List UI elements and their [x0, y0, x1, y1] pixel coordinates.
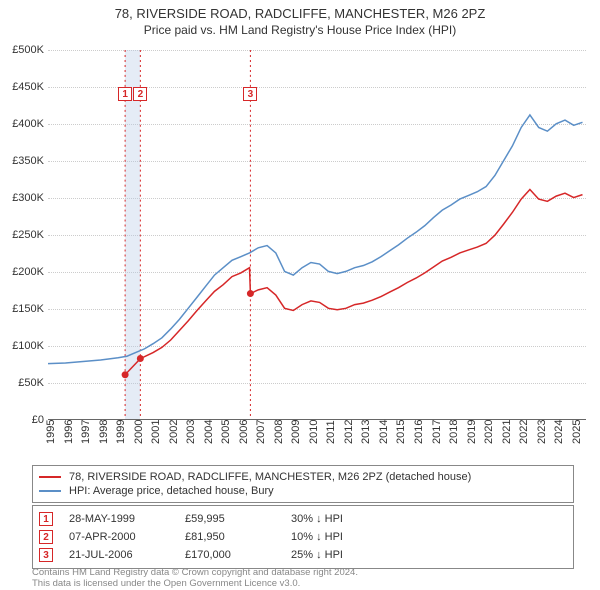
x-tick-label: 2022: [518, 420, 530, 444]
legend-item: 78, RIVERSIDE ROAD, RADCLIFFE, MANCHESTE…: [39, 470, 567, 484]
event-marker-3: 3: [243, 87, 257, 101]
x-tick-label: 2005: [220, 420, 232, 444]
event-relative: 10% ↓ HPI: [291, 531, 567, 543]
event-num-box: 1: [39, 512, 53, 526]
x-tick-label: 2010: [308, 420, 320, 444]
x-tick-label: 1998: [98, 420, 110, 444]
y-tick-label: £200K: [12, 266, 44, 278]
y-tick-label: £250K: [12, 229, 44, 241]
chart-svg: [48, 50, 586, 419]
x-tick-label: 2009: [290, 420, 302, 444]
x-tick-label: 2006: [238, 420, 250, 444]
x-tick-label: 2001: [150, 420, 162, 444]
event-row: 1 28-MAY-1999 £59,995 30% ↓ HPI: [39, 510, 567, 528]
chart-subtitle: Price paid vs. HM Land Registry's House …: [8, 23, 592, 37]
sale-point: [137, 355, 144, 362]
chart-title: 78, RIVERSIDE ROAD, RADCLIFFE, MANCHESTE…: [8, 6, 592, 21]
y-tick-label: £100K: [12, 340, 44, 352]
series-line-price: [125, 190, 582, 375]
x-tick-label: 2017: [431, 420, 443, 444]
legend-label: HPI: Average price, detached house, Bury: [69, 485, 274, 497]
x-tick-label: 2018: [448, 420, 460, 444]
sale-point: [247, 290, 254, 297]
event-date: 21-JUL-2006: [69, 549, 169, 561]
x-tick-label: 2012: [343, 420, 355, 444]
legend-item: HPI: Average price, detached house, Bury: [39, 484, 567, 498]
legend-label: 78, RIVERSIDE ROAD, RADCLIFFE, MANCHESTE…: [69, 471, 471, 483]
x-tick-label: 2014: [378, 420, 390, 444]
x-tick-label: 2019: [466, 420, 478, 444]
event-num-box: 3: [39, 548, 53, 562]
x-tick-label: 2011: [325, 420, 337, 444]
footer-line1: Contains HM Land Registry data © Crown c…: [32, 567, 358, 578]
x-tick-label: 2020: [483, 420, 495, 444]
x-tick-label: 1999: [115, 420, 127, 444]
y-tick-label: £450K: [12, 81, 44, 93]
event-price: £170,000: [185, 549, 275, 561]
y-tick-label: £50K: [18, 377, 44, 389]
legend: 78, RIVERSIDE ROAD, RADCLIFFE, MANCHESTE…: [32, 465, 574, 503]
x-tick-label: 2004: [203, 420, 215, 444]
event-row: 2 07-APR-2000 £81,950 10% ↓ HPI: [39, 528, 567, 546]
event-relative: 30% ↓ HPI: [291, 513, 567, 525]
x-tick-label: 1997: [80, 420, 92, 444]
sale-point: [122, 371, 129, 378]
y-tick-label: £350K: [12, 155, 44, 167]
x-tick-label: 2021: [501, 420, 513, 444]
title-area: 78, RIVERSIDE ROAD, RADCLIFFE, MANCHESTE…: [0, 0, 600, 39]
x-tick-label: 2015: [395, 420, 407, 444]
y-tick-label: £150K: [12, 303, 44, 315]
chart-plot-area: 12 3: [48, 50, 586, 420]
footer-line2: This data is licensed under the Open Gov…: [32, 578, 358, 589]
x-tick-label: 2008: [273, 420, 285, 444]
x-tick-label: 2024: [553, 420, 565, 444]
x-axis: 1995 1996 1997 1998 1999 2000 2001 2002 2003 2004…: [48, 420, 586, 460]
x-tick-label: 2002: [168, 420, 180, 444]
x-tick-label: 1996: [63, 420, 75, 444]
y-axis: £0£50K£100K£150K£200K£250K£300K£350K£400…: [0, 50, 48, 420]
x-tick-label: 2013: [360, 420, 372, 444]
event-date: 07-APR-2000: [69, 531, 169, 543]
x-tick-label: 2007: [255, 420, 267, 444]
footer-attribution: Contains HM Land Registry data © Crown c…: [32, 567, 358, 590]
x-tick-label: 1995: [45, 420, 57, 444]
events-table: 1 28-MAY-1999 £59,995 30% ↓ HPI 2 07-APR-2000…: [32, 505, 574, 569]
event-row: 3 21-JUL-2006 £170,000 25% ↓ HPI: [39, 546, 567, 564]
legend-swatch: [39, 490, 61, 492]
x-tick-label: 2023: [536, 420, 548, 444]
event-marker-2: 2: [133, 87, 147, 101]
event-price: £81,950: [185, 531, 275, 543]
y-tick-label: £0: [32, 414, 44, 426]
chart-container: 78, RIVERSIDE ROAD, RADCLIFFE, MANCHESTE…: [0, 0, 600, 590]
x-tick-label: 2016: [413, 420, 425, 444]
event-price: £59,995: [185, 513, 275, 525]
legend-swatch: [39, 476, 61, 478]
event-num-box: 2: [39, 530, 53, 544]
series-line-hpi: [48, 115, 583, 364]
y-tick-label: £300K: [12, 192, 44, 204]
y-tick-label: £500K: [12, 44, 44, 56]
event-date: 28-MAY-1999: [69, 513, 169, 525]
x-tick-label: 2003: [185, 420, 197, 444]
x-tick-label: 2025: [571, 420, 583, 444]
event-relative: 25% ↓ HPI: [291, 549, 567, 561]
y-tick-label: £400K: [12, 118, 44, 130]
event-marker-1: 1: [118, 87, 132, 101]
x-tick-label: 2000: [133, 420, 145, 444]
